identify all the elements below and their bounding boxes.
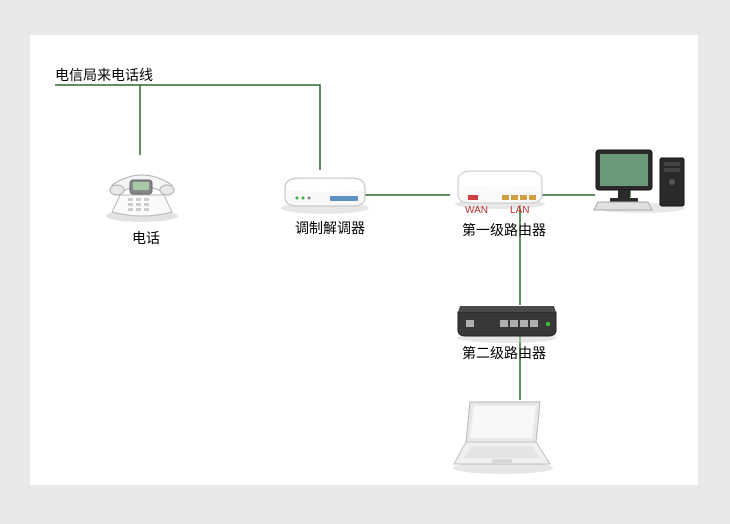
router1-label: 第一级路由器 [462,220,546,240]
phone-device [100,150,185,230]
router1-wan-label: WAN [465,205,488,216]
router1-lan-label: LAN [510,205,529,216]
incoming-line-label: 电信局来电话线 [55,65,153,85]
diagram-panel [30,35,698,485]
pc-device [590,140,690,220]
router2-label: 第二级路由器 [462,343,546,363]
router2-device [452,300,562,349]
modem-device [275,168,375,221]
diagram-canvas: 电信局来电话线 电话 调制解调器 [0,0,730,524]
modem-label: 调制解调器 [295,218,365,238]
phone-label: 电话 [132,228,160,248]
laptop-device [448,398,558,481]
